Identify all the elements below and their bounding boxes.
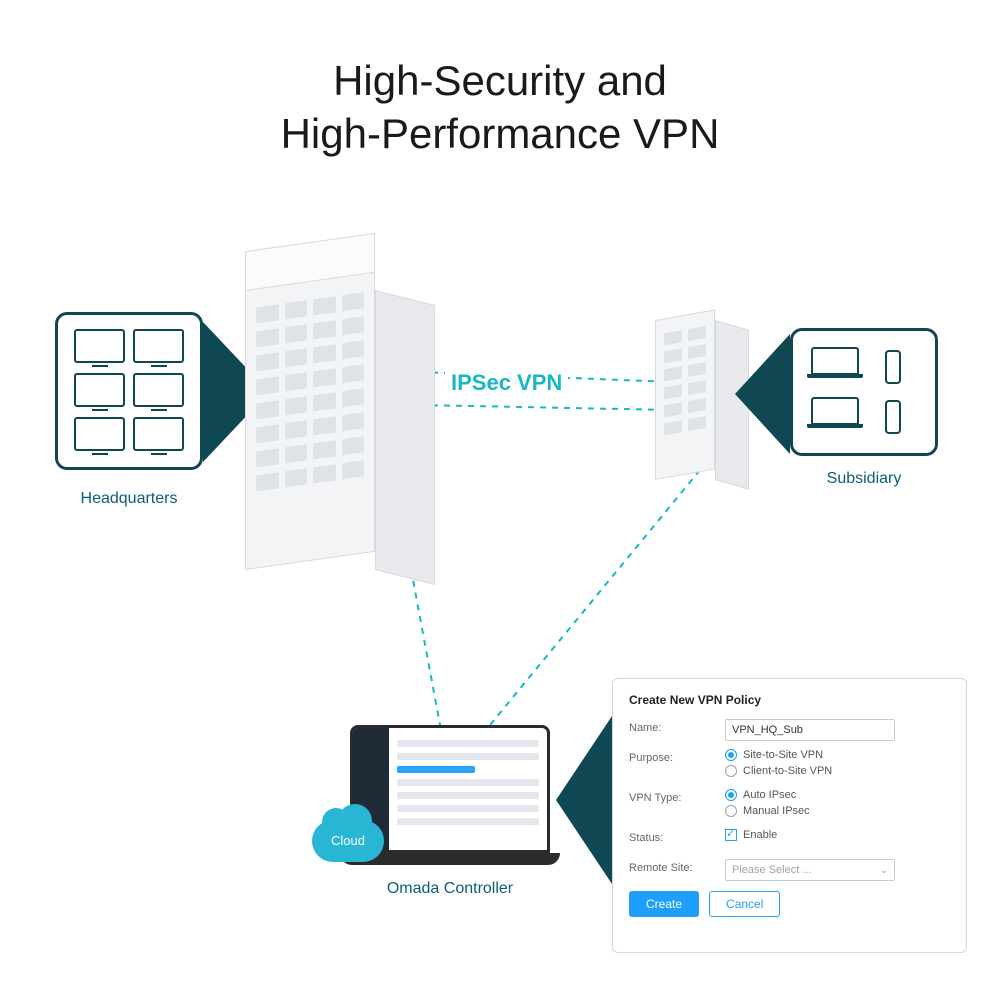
- controller-arrow-icon: [556, 710, 616, 890]
- monitor-icon: [133, 417, 184, 451]
- form-title: Create New VPN Policy: [629, 693, 950, 707]
- monitor-icon: [74, 373, 125, 407]
- vpntype-label: VPN Type:: [629, 789, 725, 804]
- name-input[interactable]: [725, 719, 895, 741]
- cloud-icon: Cloud: [312, 820, 384, 862]
- subsidiary-label: Subsidiary: [790, 470, 938, 488]
- radio-icon: [725, 805, 737, 817]
- purpose-label: Purpose:: [629, 749, 725, 764]
- laptop-icon: [811, 347, 859, 375]
- radio-checked-icon: [725, 789, 737, 801]
- chevron-down-icon: ⌄: [880, 865, 888, 876]
- radio-icon: [725, 765, 737, 777]
- ipsec-tunnel-label: IPSec VPN: [445, 370, 568, 396]
- remotesite-label: Remote Site:: [629, 859, 725, 874]
- monitor-icon: [133, 373, 184, 407]
- vpntype-option-manual[interactable]: Manual IPsec: [725, 805, 950, 817]
- remotesite-select[interactable]: Please Select ... ⌄: [725, 859, 895, 881]
- subsidiary-arrow-icon: [735, 334, 790, 454]
- hq-label: Headquarters: [55, 490, 203, 508]
- monitor-icon: [74, 417, 125, 451]
- laptop-icon: [811, 397, 859, 425]
- subsidiary-devices-panel: [790, 328, 938, 456]
- status-enable-checkbox[interactable]: Enable: [725, 829, 950, 841]
- cloud-label: Cloud: [331, 833, 365, 848]
- cancel-button[interactable]: Cancel: [709, 891, 780, 917]
- phone-icon: [885, 400, 901, 434]
- phone-icon: [885, 350, 901, 384]
- checkbox-checked-icon: [725, 829, 737, 841]
- radio-checked-icon: [725, 749, 737, 761]
- remotesite-placeholder: Please Select ...: [732, 864, 812, 876]
- hq-devices-panel: [55, 312, 203, 470]
- name-label: Name:: [629, 719, 725, 734]
- vpntype-option-auto[interactable]: Auto IPsec: [725, 789, 950, 801]
- controller-label: Omada Controller: [340, 880, 560, 898]
- purpose-option-site[interactable]: Site-to-Site VPN: [725, 749, 950, 761]
- monitor-icon: [133, 329, 184, 363]
- vpn-policy-form: Create New VPN Policy Name: Purpose: Sit…: [612, 678, 967, 953]
- purpose-option-client[interactable]: Client-to-Site VPN: [725, 765, 950, 777]
- hq-building: [245, 260, 435, 570]
- status-label: Status:: [629, 829, 725, 844]
- monitor-icon: [74, 329, 125, 363]
- create-button[interactable]: Create: [629, 891, 699, 917]
